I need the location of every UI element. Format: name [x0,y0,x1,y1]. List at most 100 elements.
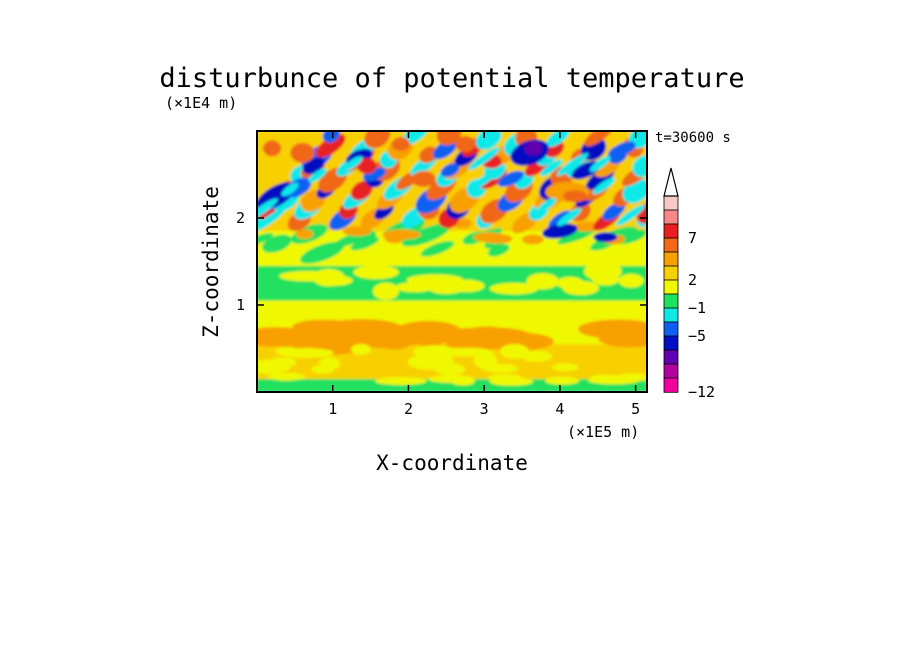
field-cell [473,232,506,243]
field-cell [353,265,399,280]
field-cell [279,270,334,282]
colorbar: 7 2 −1 −5 −12 [663,167,715,401]
field-cell [372,282,400,301]
field-cell [563,190,588,203]
field-cell [590,374,612,383]
colorbar-level [663,251,679,267]
field-cell [542,223,578,239]
colorbar-level [663,209,679,225]
field-cell [281,182,299,197]
x-tick-label: 1 [328,400,337,418]
field-cell [342,226,372,237]
field-cell [420,240,455,257]
field-cell [308,168,327,183]
field-cell [618,273,644,288]
field-cell [583,261,622,282]
field-cell [299,241,345,264]
field-cell [356,157,377,174]
field-cell [497,170,524,187]
field-cell [489,377,534,386]
field-cell [350,344,372,355]
field-cell [440,163,460,178]
field-cell [521,234,544,245]
colorbar-level [663,335,679,351]
field-cell [267,357,297,368]
field-cell [489,282,539,295]
time-label: t=30600 s [655,130,731,146]
field-cell [395,281,434,293]
field-cell [617,229,647,245]
field-cell [267,372,306,381]
y-tick-label: 1 [236,296,245,314]
field-cell [557,229,593,245]
colorbar-level [663,377,679,393]
colorbar-level [663,363,679,379]
field-cell [411,170,436,187]
field-cell [468,147,501,171]
colorbar-level [663,223,679,239]
x-axis-label: X-coordinate [376,451,528,475]
colorbar-level [663,307,679,323]
field-cell [293,328,434,349]
field-cell [401,131,429,146]
y-tick-label: 2 [236,209,245,227]
colorbar-level [663,195,679,211]
field-cell [556,276,584,290]
field-cell [578,319,647,340]
field-cell [343,156,363,171]
y-unit-label: (×1E4 m) [165,94,237,112]
colorbar-level [663,349,679,365]
field-cell [315,133,346,158]
field-cell [546,131,570,147]
colorbar-label: −5 [688,327,706,345]
field-cell [257,198,278,220]
field-cell [593,232,618,243]
field-cell [584,131,613,147]
field-cell [643,142,677,175]
field-cell [540,159,563,177]
field-cell [537,197,557,213]
field-cell [448,279,485,293]
field-cell [295,229,314,240]
colorbar-label: 2 [688,271,697,289]
field-cell [521,350,552,362]
colorbar-level [663,237,679,253]
field-cell [602,202,626,221]
y-axis-label: Z-coordinate [199,186,223,338]
x-tick-label: 5 [631,400,640,418]
field-cell [552,363,579,372]
field-cell [616,204,645,226]
field-cell [671,154,700,180]
field-cell [482,363,519,373]
chart-title: disturbunce of potential temperature [159,63,744,94]
colorbar-label: −12 [688,383,715,401]
heatmap-field [257,131,700,392]
field-cell [556,152,589,176]
field-cell [632,155,647,178]
x-axis: 1 2 3 4 5 [328,131,640,418]
colorbar-level [663,293,679,309]
colorbar-label: 7 [688,229,697,247]
field-cell [364,131,391,149]
field-cell [407,354,450,370]
field-cell [263,140,282,157]
colorbar-extend-arrow [663,167,679,197]
y-axis: 12 [236,209,647,314]
x-tick-label: 3 [480,400,489,418]
field-cell [526,273,559,290]
field-cell [475,131,502,150]
field-cell [391,137,410,152]
field-cell [290,142,315,163]
field-cell [322,131,340,143]
field-cell [428,374,474,383]
field-cell [487,243,510,257]
plot-frame [256,130,648,393]
field-cell [375,376,427,385]
colorbar-label: −1 [688,299,706,317]
colorbar-level [663,265,679,281]
field-cell [455,136,476,153]
field-cell [436,131,462,146]
x-tick-label: 2 [404,400,413,418]
field-cell [545,376,580,385]
field-cell [262,234,292,253]
